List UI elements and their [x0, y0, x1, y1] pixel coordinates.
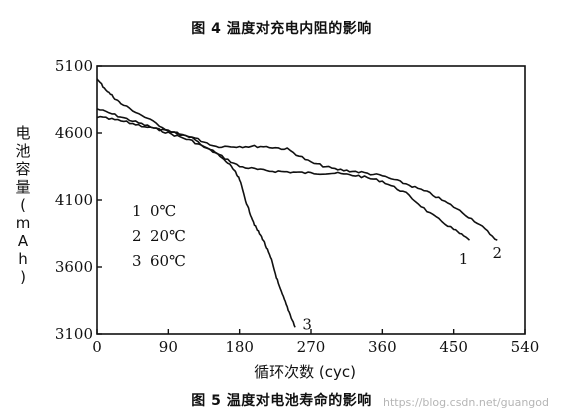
y-tick-label: 4100: [55, 191, 93, 209]
y-axis-label-char: 量: [15, 178, 30, 196]
x-axis-label: 循环次数 (cyc): [254, 363, 356, 381]
y-axis-label-char: 电: [15, 124, 30, 142]
y-axis-label-char: A: [18, 232, 29, 250]
x-tick-label: 540: [511, 338, 540, 356]
series-end-label-2: 2: [492, 244, 502, 262]
y-axis-label-char: m: [16, 214, 31, 232]
y-tick-label: 4600: [55, 124, 93, 142]
watermark: https://blog.csdn.net/guangod: [382, 396, 549, 409]
x-tick-label: 180: [225, 338, 254, 356]
x-tick-label: 270: [297, 338, 326, 356]
series-end-label-1: 1: [459, 250, 469, 268]
plot-frame: [96, 65, 526, 335]
legend-entry-label: 20℃: [150, 227, 186, 245]
bottom-caption: 图 5 温度对电池寿命的影响: [191, 393, 372, 409]
y-axis-label-char: h: [18, 250, 28, 268]
y-axis-label-char: (: [20, 196, 26, 214]
y-tick-label: 5100: [55, 57, 93, 75]
x-tick-label: 450: [439, 338, 468, 356]
legend-entry-label: 60℃: [150, 252, 186, 270]
x-tick-label: 90: [159, 338, 178, 356]
y-axis-label-char: ): [20, 268, 26, 286]
legend-entry-number: 3: [132, 252, 142, 270]
legend: 1 0℃ 2 20℃ 3 60℃: [132, 202, 186, 270]
series-layer: 1 2 3: [96, 78, 502, 333]
legend-entry-label: 0℃: [150, 202, 176, 220]
x-tick-label: 360: [368, 338, 397, 356]
y-tick-label: 3100: [55, 325, 93, 343]
top-caption: 图 4 温度对充电内阻的影响: [191, 21, 372, 37]
legend-entry-number: 1: [132, 202, 142, 220]
series-end-label-3: 3: [302, 315, 312, 333]
legend-entry-number: 2: [132, 227, 142, 245]
y-tick-label: 3600: [55, 258, 93, 276]
series-line-3: [96, 78, 296, 328]
x-tick-label: 0: [92, 338, 102, 356]
x-axis-ticks: 0 90 180 270 360 450 540: [92, 329, 539, 356]
y-axis-label-char: 池: [15, 142, 30, 160]
y-axis-ticks: 3100 3600 4100 4600 5100: [55, 57, 102, 343]
series-line-2: [96, 115, 498, 241]
y-axis-label-char: 容: [15, 160, 30, 178]
